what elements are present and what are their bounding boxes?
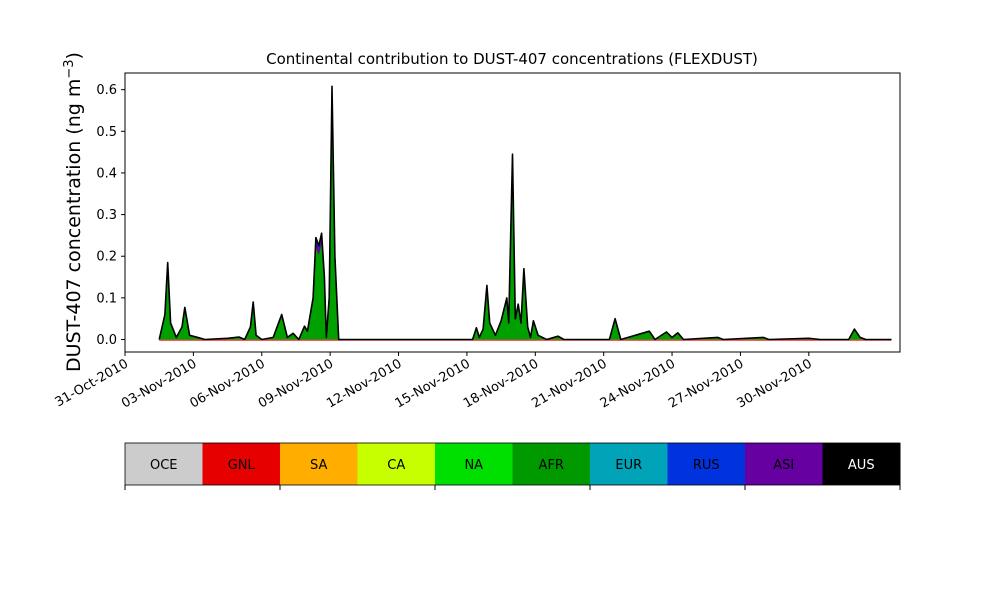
y-tick-label: 0.4 (96, 166, 117, 181)
y-axis-label-close: ) (63, 52, 85, 59)
legend-label: AUS (848, 458, 875, 473)
legend-label: GNL (228, 458, 256, 473)
area-afr (159, 111, 892, 340)
y-tick-label: 0.0 (96, 333, 117, 348)
legend-swatch-afr (512, 443, 591, 485)
legend-swatch-oce (125, 443, 203, 485)
legend-swatch-sa (280, 443, 358, 485)
plot-area (124, 72, 901, 353)
x-tick-label: 03-Nov-2010 (119, 356, 199, 411)
plot-frame (124, 72, 901, 353)
total-line (158, 85, 892, 341)
legend-swatch-na (435, 443, 513, 485)
legend-swatch-ca (357, 443, 436, 485)
legend-swatch-gnl (202, 443, 281, 485)
legend-label: NA (464, 458, 483, 473)
legend-frame (124, 442, 901, 486)
legend-swatch-eur (590, 443, 668, 485)
y-tick-label: 0.3 (96, 208, 117, 223)
legend-label: SA (310, 458, 327, 473)
x-tick-label: 15-Nov-2010 (393, 356, 473, 411)
legend-label: CA (387, 458, 405, 473)
y-tick-label: 0.6 (96, 83, 117, 98)
legend-swatch-rus (667, 443, 746, 485)
y-axis-label: DUST-407 concentration (ng m−3) (62, 52, 85, 372)
x-tick-label: 24-Nov-2010 (598, 356, 678, 411)
x-tick-label: 30-Nov-2010 (735, 356, 815, 411)
legend-swatch-aus (822, 443, 901, 485)
chart-title: Continental contribution to DUST-407 con… (266, 50, 758, 68)
legend-swatch-asi (745, 443, 823, 485)
y-axis-label-sup: −3 (62, 59, 77, 78)
y-axis: 0.0 0.1 0.2 0.3 0.4 0.5 0.6 (96, 83, 125, 348)
x-axis: 31-Oct-201003-Nov-201006-Nov-201009-Nov-… (53, 352, 815, 411)
x-tick-label: 18-Nov-2010 (461, 356, 541, 411)
x-tick-label: 12-Nov-2010 (324, 356, 404, 411)
x-tick-label: 21-Nov-2010 (529, 356, 609, 411)
x-tick-label: 27-Nov-2010 (666, 356, 746, 411)
region-legend: OCE GNL SA CA NA AFR EUR RUS ASI AUS (124, 442, 901, 490)
y-tick-label: 0.2 (96, 250, 117, 265)
x-tick-label: 09-Nov-2010 (256, 356, 336, 411)
legend-label: EUR (615, 458, 642, 473)
legend-label: RUS (693, 458, 720, 473)
legend-label: AFR (539, 458, 564, 473)
y-tick-label: 0.1 (96, 291, 117, 306)
y-tick-label: 0.5 (96, 125, 117, 140)
legend-label: OCE (150, 458, 178, 473)
x-tick-label: 06-Nov-2010 (187, 356, 267, 411)
legend-label: ASI (773, 458, 794, 473)
y-axis-label-main: DUST-407 concentration (ng m (63, 79, 85, 372)
